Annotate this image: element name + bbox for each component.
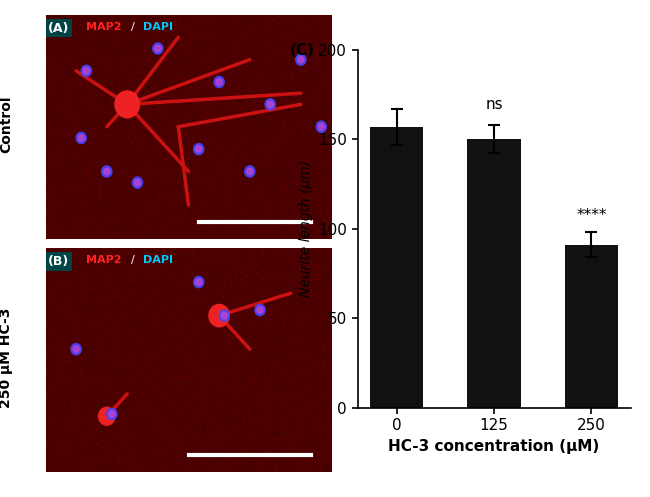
Bar xyxy=(565,245,618,408)
Circle shape xyxy=(267,101,273,108)
Circle shape xyxy=(76,132,86,144)
Text: MAP2: MAP2 xyxy=(86,21,121,32)
Text: /: / xyxy=(131,255,135,265)
Text: (C): (C) xyxy=(289,43,314,58)
Circle shape xyxy=(155,45,161,52)
Circle shape xyxy=(316,121,326,132)
Circle shape xyxy=(194,144,204,155)
Circle shape xyxy=(298,56,304,63)
Text: DAPI: DAPI xyxy=(143,255,173,265)
Circle shape xyxy=(99,408,115,425)
Y-axis label: Neurite length (μm): Neurite length (μm) xyxy=(298,160,313,297)
Circle shape xyxy=(109,411,115,417)
Text: MAP2: MAP2 xyxy=(86,255,121,265)
Bar xyxy=(467,139,521,408)
Circle shape xyxy=(257,307,263,313)
Text: Control: Control xyxy=(0,95,14,153)
Text: 250 μM HC-3: 250 μM HC-3 xyxy=(0,308,14,408)
Circle shape xyxy=(153,43,163,54)
Circle shape xyxy=(81,65,92,77)
Text: ****: **** xyxy=(576,208,606,223)
Circle shape xyxy=(104,168,110,175)
Circle shape xyxy=(194,276,204,288)
Circle shape xyxy=(219,310,229,321)
Circle shape xyxy=(196,146,202,153)
Text: /: / xyxy=(131,21,135,32)
Circle shape xyxy=(115,91,140,118)
Circle shape xyxy=(133,177,142,188)
Circle shape xyxy=(78,135,84,141)
Circle shape xyxy=(255,304,265,316)
X-axis label: HC-3 concentration (μM): HC-3 concentration (μM) xyxy=(389,438,599,453)
Bar xyxy=(370,127,423,408)
Circle shape xyxy=(214,77,224,87)
Text: ns: ns xyxy=(485,97,503,112)
Text: (A): (A) xyxy=(48,21,70,35)
Circle shape xyxy=(265,99,276,110)
Circle shape xyxy=(83,68,90,74)
Circle shape xyxy=(216,79,222,85)
Circle shape xyxy=(101,166,112,177)
Circle shape xyxy=(221,312,228,319)
Text: (B): (B) xyxy=(48,255,70,268)
Circle shape xyxy=(107,409,117,419)
Circle shape xyxy=(247,168,253,175)
Circle shape xyxy=(209,304,229,327)
Circle shape xyxy=(318,123,324,130)
Circle shape xyxy=(135,179,140,186)
Circle shape xyxy=(196,279,202,285)
Circle shape xyxy=(73,346,79,352)
Circle shape xyxy=(296,54,306,65)
Circle shape xyxy=(244,166,255,177)
Text: DAPI: DAPI xyxy=(143,21,173,32)
Circle shape xyxy=(71,343,81,355)
